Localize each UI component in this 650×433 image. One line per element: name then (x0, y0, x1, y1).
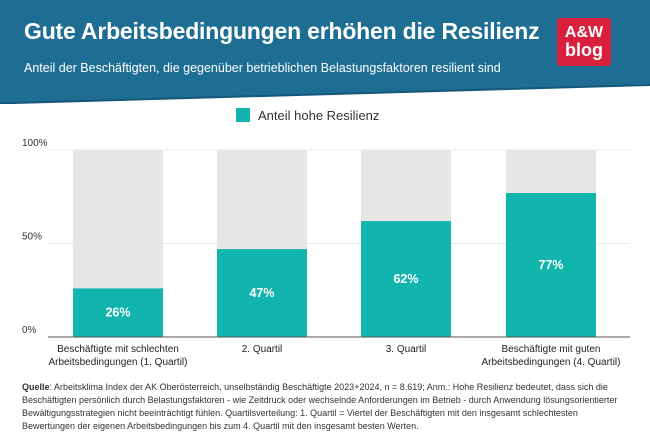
footnote-label: Quelle (22, 382, 50, 392)
y-tick-label: 50% (22, 232, 42, 243)
bar-value-label: 62% (393, 272, 418, 286)
bar-chart: 0% 50% 100% 26% Beschäftigte mit schlechten A… (22, 138, 630, 368)
bar (73, 288, 163, 337)
bar (217, 249, 307, 337)
y-tick-label: 0% (22, 325, 37, 336)
bar (361, 221, 451, 337)
source-footnote: Quelle: Arbeitsklima Index der AK Oberös… (22, 381, 628, 433)
bar (506, 193, 596, 337)
footnote-text: : Arbeitsklima Index der AK Oberösterrei… (22, 382, 618, 431)
x-tick-label: Arbeitsbedingungen (1. Quartil) (49, 357, 188, 368)
legend-swatch (236, 108, 250, 122)
bar-value-label: 47% (249, 286, 274, 300)
x-tick-label: Beschäftigte mit guten (502, 344, 601, 355)
chart-legend: Anteil hohe Resilienz (236, 106, 379, 124)
x-tick-label: Arbeitsbedingungen (4. Quartil) (482, 357, 621, 368)
y-tick-label: 100% (22, 138, 48, 149)
logo-line-1: A&W (564, 24, 604, 41)
x-tick-label: Beschäftigte mit schlechten (57, 344, 179, 355)
header-banner (0, 0, 650, 102)
bar-value-label: 77% (538, 258, 563, 272)
x-tick-label: 3. Quartil (386, 344, 427, 355)
chart-subtitle: Anteil der Beschäftigten, die gegenüber … (24, 61, 501, 75)
x-tick-label: 2. Quartil (242, 344, 283, 355)
logo-line-2: blog (565, 40, 603, 60)
legend-label: Anteil hohe Resilienz (258, 107, 380, 123)
chart-title: Gute Arbeitsbedingungen erhöhen die Resi… (24, 18, 540, 44)
aw-blog-logo[interactable]: A&W blog (557, 18, 611, 66)
bar-value-label: 26% (105, 306, 130, 320)
